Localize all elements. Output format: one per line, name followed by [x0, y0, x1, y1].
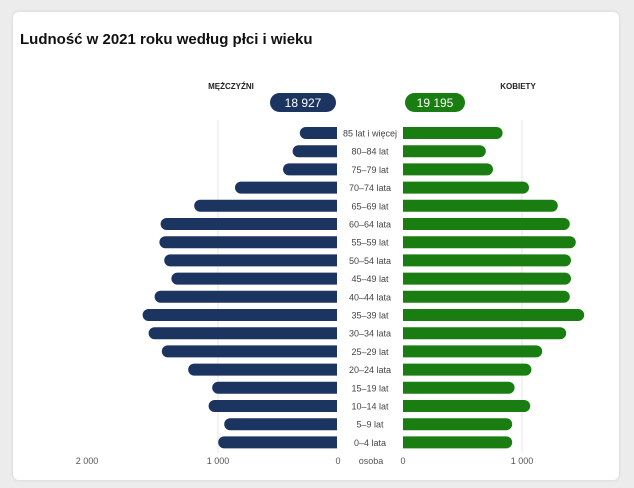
- bar-women-10: [397, 309, 585, 321]
- category-label: 5–9 lat: [356, 420, 384, 430]
- bar-men-14: [212, 381, 343, 394]
- bars-group: [142, 123, 585, 452]
- series-label-women: KOBIETY: [500, 82, 536, 91]
- category-label: 75–79 lat: [351, 165, 389, 175]
- category-label: 25–29 lat: [351, 347, 389, 357]
- category-label: 65–69 lat: [351, 201, 389, 211]
- bar-women-05: [397, 218, 570, 230]
- total-badge-men: [270, 93, 336, 112]
- bar-men-02: [283, 163, 343, 176]
- category-band: [337, 123, 403, 452]
- category-label: 30–34 lata: [349, 329, 391, 339]
- bar-men-06: [159, 236, 343, 249]
- bar-women-06: [397, 236, 576, 249]
- total-value-women: 19 195: [417, 96, 454, 110]
- bar-women-01: [397, 145, 486, 158]
- bar-men-12: [161, 345, 343, 358]
- category-label: 80–84 lat: [351, 147, 389, 157]
- bar-men-16: [224, 418, 343, 431]
- bar-men-07: [164, 254, 343, 267]
- bar-women-08: [397, 272, 571, 285]
- bar-women-12: [397, 345, 543, 358]
- category-label: 55–59 lat: [351, 238, 389, 248]
- bar-men-11: [148, 327, 343, 340]
- bar-women-16: [397, 418, 513, 431]
- x-tick-left-0: 0: [335, 456, 340, 466]
- category-label: 35–39 lat: [351, 311, 389, 321]
- x-unit-label: osoba: [359, 456, 384, 466]
- series-label-men: MĘŻCZYŹNI: [208, 82, 254, 91]
- category-label: 45–49 lat: [351, 274, 389, 284]
- bar-men-13: [188, 363, 343, 376]
- category-labels: 85 lat i więcej 80–84 lat 75–79 lat 70–74 l…: [343, 129, 397, 448]
- total-value-men: 18 927: [285, 96, 322, 110]
- bar-women-09: [397, 290, 570, 303]
- category-label: 60–64 lata: [349, 220, 391, 230]
- x-tick-left-1000: 1 000: [207, 456, 230, 466]
- bar-men-04: [194, 199, 343, 212]
- x-tick-right-1000: 1 000: [511, 456, 534, 466]
- bar-women-14: [397, 381, 515, 394]
- bar-men-17: [218, 436, 343, 449]
- bar-women-15: [397, 400, 531, 412]
- bar-men-05: [160, 218, 343, 230]
- bar-men-08: [171, 272, 343, 285]
- category-label: 10–14 lat: [351, 402, 389, 412]
- category-label: 15–19 lat: [351, 383, 389, 393]
- x-tick-left-2000: 2 000: [76, 456, 99, 466]
- bar-women-02: [397, 163, 493, 176]
- bar-men-01: [292, 145, 343, 158]
- bar-women-07: [397, 254, 571, 267]
- bar-men-09: [154, 290, 343, 303]
- category-label: 20–24 lata: [349, 365, 391, 375]
- bar-women-04: [397, 199, 558, 212]
- category-label: 85 lat i więcej: [343, 129, 397, 139]
- bar-women-17: [397, 436, 513, 449]
- bar-men-10: [142, 309, 343, 321]
- category-label: 40–44 lata: [349, 292, 391, 302]
- bar-women-03: [397, 181, 529, 194]
- chart-title: Ludność w 2021 roku według płci i wieku: [20, 31, 313, 48]
- category-label: 70–74 lata: [349, 183, 391, 193]
- total-badge-women: [405, 93, 465, 112]
- bar-women-13: [397, 363, 532, 376]
- bar-women-00: [397, 127, 503, 139]
- bar-men-03: [235, 181, 343, 194]
- bar-men-15: [208, 400, 343, 412]
- bar-men-00: [299, 127, 343, 139]
- category-label: 50–54 lata: [349, 256, 391, 266]
- category-label: 0–4 lata: [354, 438, 386, 448]
- x-tick-right-0: 0: [400, 456, 405, 466]
- bar-women-11: [397, 327, 567, 340]
